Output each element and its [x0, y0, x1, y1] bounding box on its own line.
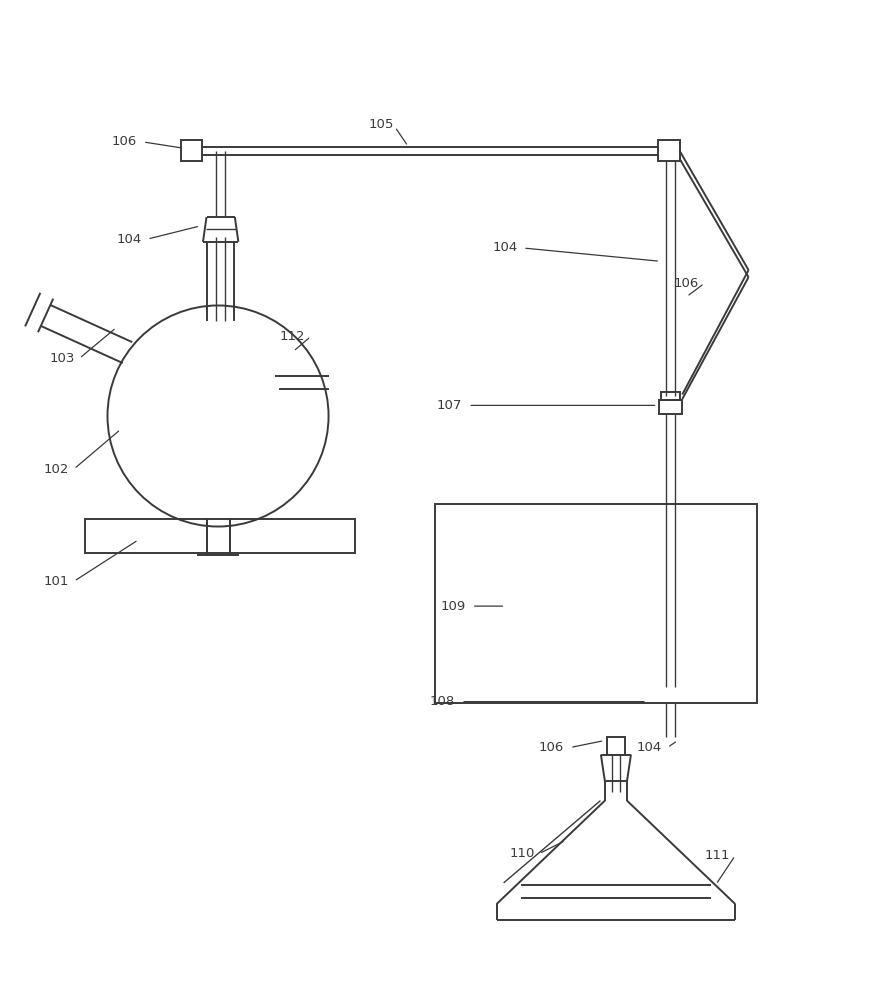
Text: 112: 112: [280, 330, 305, 343]
Text: 108: 108: [429, 695, 455, 708]
Text: 102: 102: [43, 463, 69, 476]
Text: 104: 104: [116, 233, 142, 246]
Text: 101: 101: [43, 575, 69, 588]
Bar: [657, 140, 679, 161]
Text: 106: 106: [112, 135, 137, 148]
Text: 110: 110: [509, 847, 534, 860]
Text: 107: 107: [436, 399, 462, 412]
Text: 105: 105: [368, 118, 393, 131]
Text: 111: 111: [703, 849, 729, 862]
Text: 104: 104: [635, 741, 661, 754]
Bar: [434, 504, 757, 703]
Text: 106: 106: [539, 741, 563, 754]
Bar: [658, 400, 681, 414]
Bar: [660, 392, 680, 400]
Bar: [181, 140, 202, 161]
Text: 103: 103: [50, 352, 75, 365]
Bar: [85, 519, 354, 553]
Text: 109: 109: [440, 600, 465, 613]
Bar: [606, 737, 624, 755]
Text: 104: 104: [492, 241, 517, 254]
Text: 106: 106: [672, 277, 698, 290]
